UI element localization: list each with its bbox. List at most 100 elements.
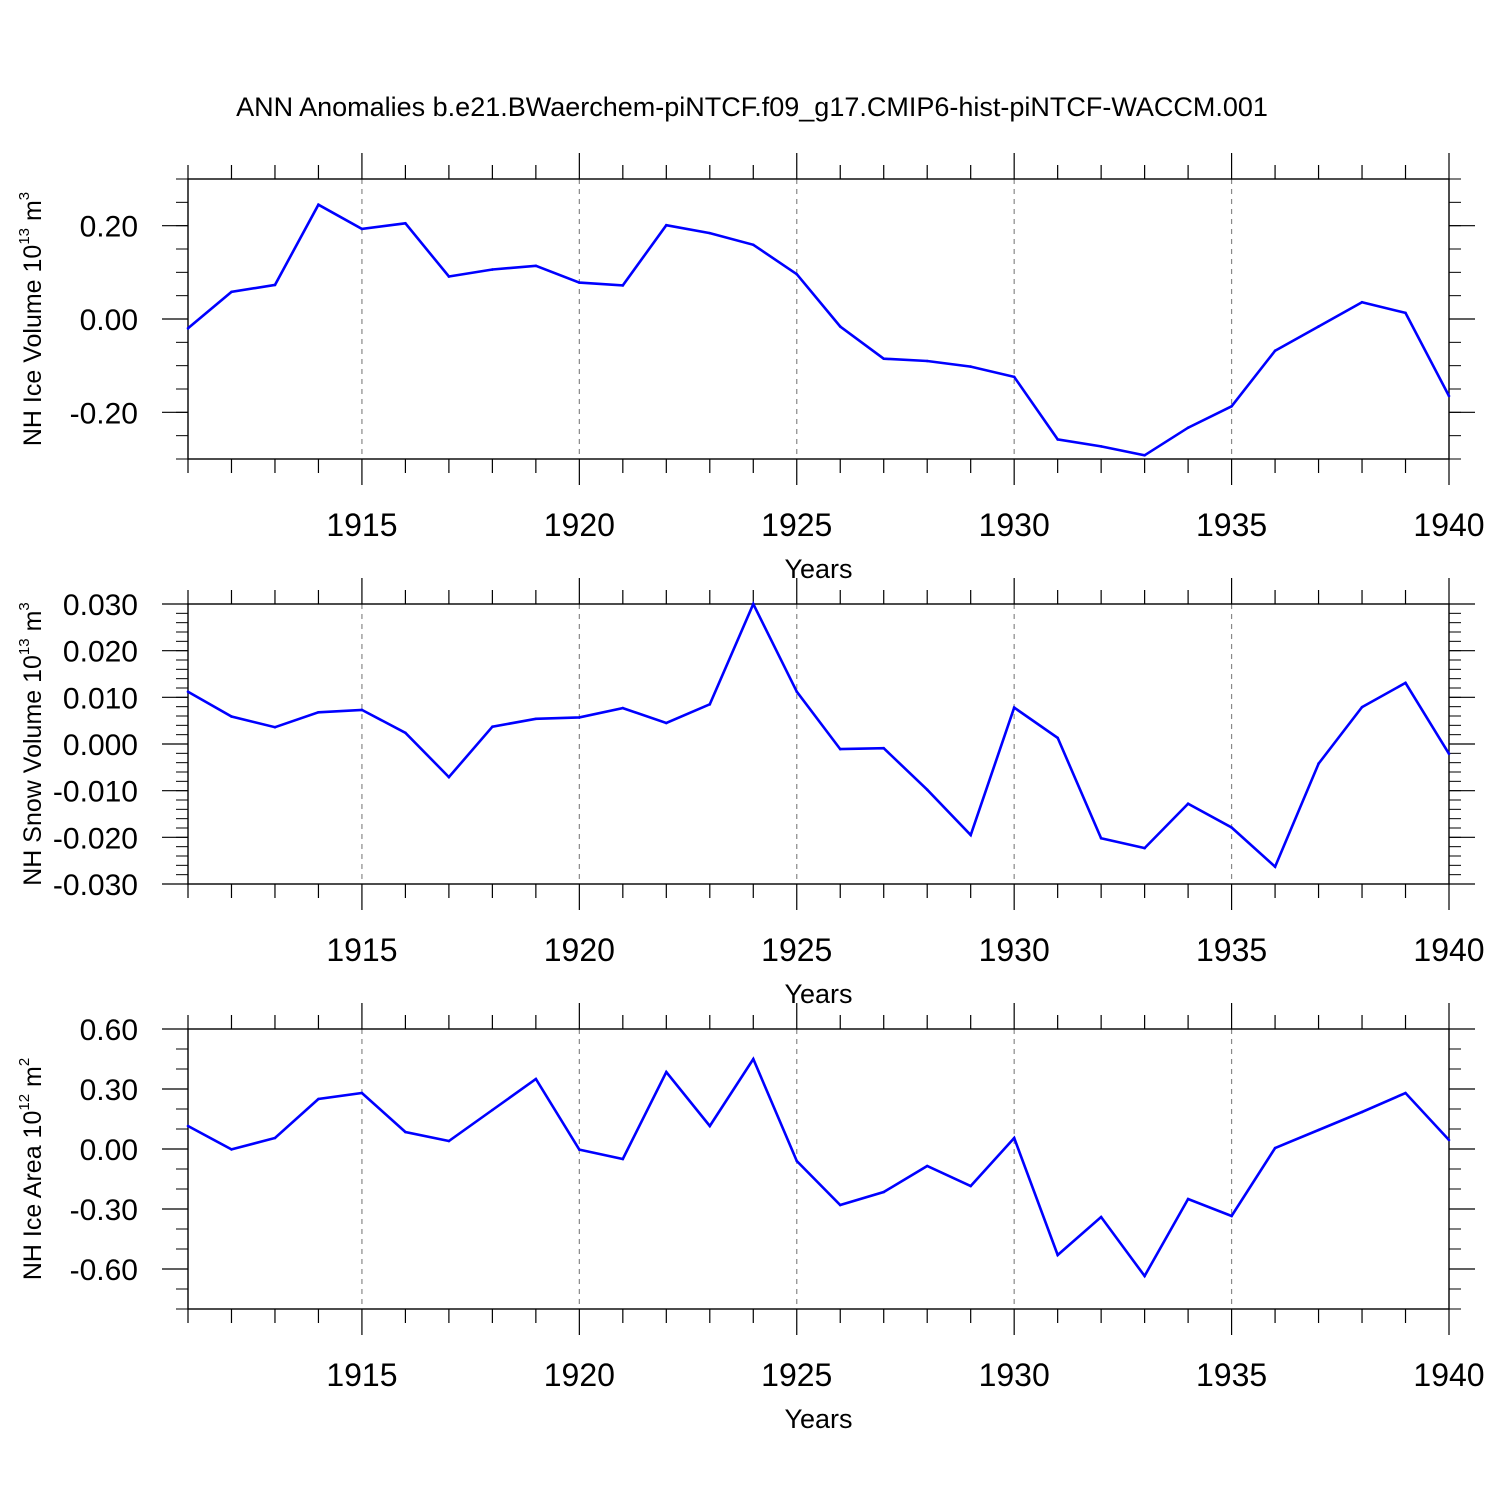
data-point — [795, 272, 799, 276]
data-point — [1360, 1110, 1364, 1114]
xtick-label-1940: 1940 — [1413, 1357, 1484, 1393]
data-point — [404, 1130, 407, 1134]
data-point — [273, 283, 277, 287]
ytick-label: 0.00 — [80, 1134, 138, 1167]
data-point — [404, 222, 407, 225]
series-line-ice-volume — [187, 202, 1451, 457]
figure-title: ANN Anomalies b.e21.BWaerchem-piNTCF.f09… — [236, 92, 1268, 122]
data-point — [665, 223, 668, 227]
data-point — [578, 716, 581, 719]
y-axis-label-unit-exp: 3 — [16, 602, 33, 610]
xtick-label-1930: 1930 — [979, 932, 1050, 968]
y-axis-label-unit: m — [19, 200, 47, 228]
y-axis-label-unit: m — [19, 1066, 47, 1094]
data-point — [1056, 736, 1059, 740]
y-axis-label-unit-exp: 2 — [16, 1058, 33, 1066]
x-axis-label: Years — [784, 979, 852, 1009]
xtick-label-1925: 1925 — [761, 507, 832, 543]
xtick-label-1925: 1925 — [761, 1357, 832, 1393]
xtick-label-1925: 1925 — [761, 932, 832, 968]
y-axis-label-exp: 13 — [16, 638, 33, 655]
data-point — [795, 1159, 799, 1163]
data-point — [751, 243, 755, 247]
data-point — [534, 717, 538, 721]
data-point — [186, 690, 190, 694]
data-point — [1186, 802, 1190, 806]
data-point — [1099, 1215, 1103, 1219]
y-axis-label: NH Ice Volume 1013 m3 — [16, 192, 47, 446]
data-point — [708, 703, 712, 706]
data-point — [1099, 836, 1103, 840]
data-point — [1317, 325, 1320, 328]
data-point — [665, 721, 668, 725]
panel-ice-area: 0.60 0.30 0.00 -0.30 -0.60 1915 1920 1925 1930 19… — [16, 1003, 1485, 1434]
y-axis-label-main: NH Ice Area 10 — [19, 1111, 47, 1281]
data-point — [1143, 1274, 1146, 1278]
ytick-label: -0.60 — [70, 1254, 138, 1287]
data-point — [186, 1124, 190, 1128]
data-point — [708, 231, 712, 235]
y-axis-label-exp: 12 — [16, 1094, 33, 1111]
xtick-label-1940: 1940 — [1413, 932, 1484, 968]
y-axis-label-main: NH Ice Volume 10 — [19, 245, 47, 447]
data-point — [534, 1077, 538, 1081]
data-point — [621, 284, 625, 287]
plot-frame — [187, 178, 1450, 460]
data-point — [491, 268, 494, 271]
y-axis-label-unit-exp: 3 — [16, 192, 33, 200]
ytick-label: -0.010 — [53, 776, 138, 809]
data-point — [360, 708, 364, 712]
data-point — [1404, 681, 1407, 685]
y-axis-label: NH Ice Area 1012 m2 — [16, 1058, 47, 1280]
data-point — [317, 1097, 320, 1101]
data-point — [882, 357, 886, 360]
panel-snow-volume: 0.030 0.020 0.010 0.000 -0.010 -0.020 -0.030 19… — [16, 578, 1485, 1009]
ytick-label: 0.30 — [80, 1074, 138, 1107]
ytick-label: 0.000 — [63, 729, 138, 762]
data-point — [838, 325, 842, 328]
panel-ice-volume: 0.20 0.00 -0.20 1915 1920 1925 1930 1935 1940 Yea… — [16, 153, 1485, 584]
ytick-label: 0.20 — [80, 211, 138, 244]
data-point — [1273, 865, 1277, 869]
data-point — [317, 203, 320, 206]
data-point — [1317, 762, 1320, 765]
ytick-label: 0.020 — [63, 636, 138, 669]
data-point — [838, 747, 842, 751]
data-point — [273, 725, 277, 729]
data-point — [1360, 705, 1364, 709]
data-point — [447, 775, 451, 779]
xtick-label-1935: 1935 — [1196, 932, 1267, 968]
data-point — [491, 725, 494, 729]
data-point — [1317, 1128, 1320, 1132]
xtick-label-1920: 1920 — [544, 507, 615, 543]
data-point — [665, 1070, 668, 1074]
data-point — [230, 715, 233, 718]
data-point — [447, 275, 451, 278]
x-axis-label: Years — [784, 554, 852, 584]
ytick-label: -0.20 — [70, 397, 138, 430]
ytick-label: -0.020 — [53, 822, 138, 855]
xtick-label-1915: 1915 — [326, 932, 397, 968]
data-point — [882, 1190, 886, 1194]
data-point — [317, 710, 320, 714]
data-point — [186, 327, 190, 330]
xtick-label-1915: 1915 — [326, 507, 397, 543]
series-line-ice-area — [187, 1056, 1450, 1279]
data-point — [578, 281, 581, 284]
data-point — [404, 731, 407, 735]
ytick-label: 0.030 — [63, 589, 138, 622]
data-point — [795, 690, 799, 694]
data-point — [1143, 453, 1146, 457]
data-point — [360, 1091, 364, 1095]
data-point — [1404, 311, 1407, 315]
data-point — [1273, 349, 1277, 353]
data-point — [621, 706, 625, 710]
data-point — [273, 1136, 277, 1140]
data-point — [491, 1108, 494, 1112]
data-point — [1099, 445, 1103, 448]
data-point — [882, 746, 886, 750]
xtick-label-1920: 1920 — [544, 932, 615, 968]
ytick-label: 0.60 — [80, 1014, 138, 1047]
data-point — [838, 1203, 842, 1207]
data-point — [925, 1164, 929, 1168]
